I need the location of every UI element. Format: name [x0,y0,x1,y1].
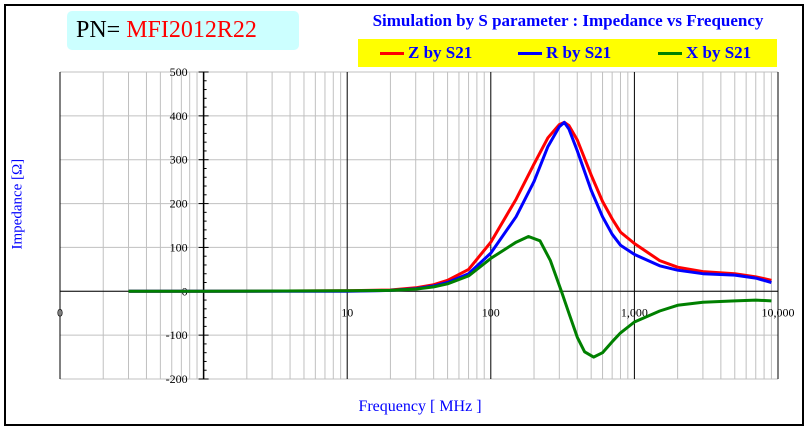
pn-label: PN= [76,17,121,43]
legend-swatch-r [518,51,542,55]
legend-label-z: Z by S21 [408,43,473,62]
legend-item-r: R by S21 [518,43,611,63]
x-axis-label: Frequency [ MHz ] [358,398,482,415]
y-tick-label: 500 [170,65,188,79]
x-tick-label: 0 [57,305,63,319]
x-tick-label: 10 [341,305,353,319]
legend: Z by S21 R by S21 X by S21 [358,39,777,67]
y-tick-label: 100 [170,240,188,254]
y-tick-label: -200 [166,372,188,386]
legend-swatch-x [658,51,682,55]
y-tick-label: -100 [166,328,188,342]
chart-frame [4,4,804,426]
y-tick-label: 200 [170,197,188,211]
y-tick-label: 300 [170,153,188,167]
legend-swatch-z [380,51,404,55]
x-tick-label: 1,000 [621,305,648,319]
series-line-z [128,120,772,293]
legend-item-z: Z by S21 [380,43,472,63]
chart-title: Simulation by S parameter : Impedance vs… [372,11,764,30]
x-tick-label: 10,000 [762,305,795,319]
legend-item-x: X by S21 [658,43,751,63]
part-number-box: PN= MFI2012R22 [67,11,299,50]
legend-label-r: R by S21 [546,43,612,62]
legend-label-x: X by S21 [686,43,752,62]
x-tick-label: 100 [482,305,500,319]
y-axis-label: Impedance [Ω] [9,158,26,250]
pn-value: MFI2012R22 [126,17,257,43]
series-line-x [128,235,772,359]
y-tick-label: 400 [170,109,188,123]
